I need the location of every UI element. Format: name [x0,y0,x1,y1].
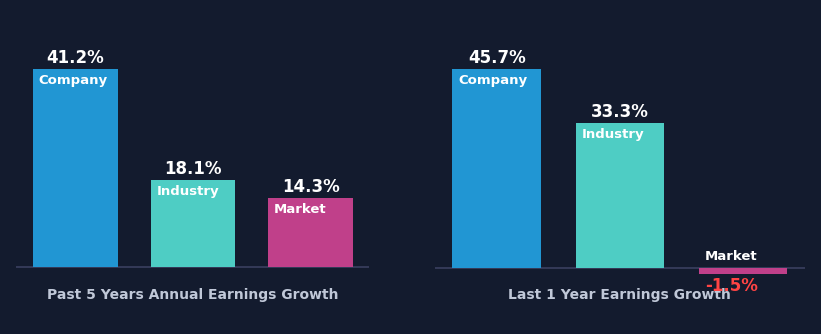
Bar [576,123,664,268]
X-axis label: Last 1 Year Earnings Growth: Last 1 Year Earnings Growth [508,288,732,302]
Text: 18.1%: 18.1% [164,160,222,178]
Text: -1.5%: -1.5% [704,277,758,295]
Text: 33.3%: 33.3% [591,103,649,121]
Bar [33,69,117,267]
Text: Industry: Industry [157,185,219,198]
Bar [452,69,541,268]
Text: 45.7%: 45.7% [468,49,525,67]
Text: Market: Market [704,250,758,263]
Text: 14.3%: 14.3% [282,178,340,196]
Bar [268,198,353,267]
Bar [699,268,787,274]
Text: Market: Market [274,203,327,216]
Text: Industry: Industry [582,128,644,141]
Text: Company: Company [459,74,528,87]
Text: Company: Company [39,74,108,87]
X-axis label: Past 5 Years Annual Earnings Growth: Past 5 Years Annual Earnings Growth [47,288,339,302]
Text: 41.2%: 41.2% [46,49,104,67]
Bar [150,180,236,267]
